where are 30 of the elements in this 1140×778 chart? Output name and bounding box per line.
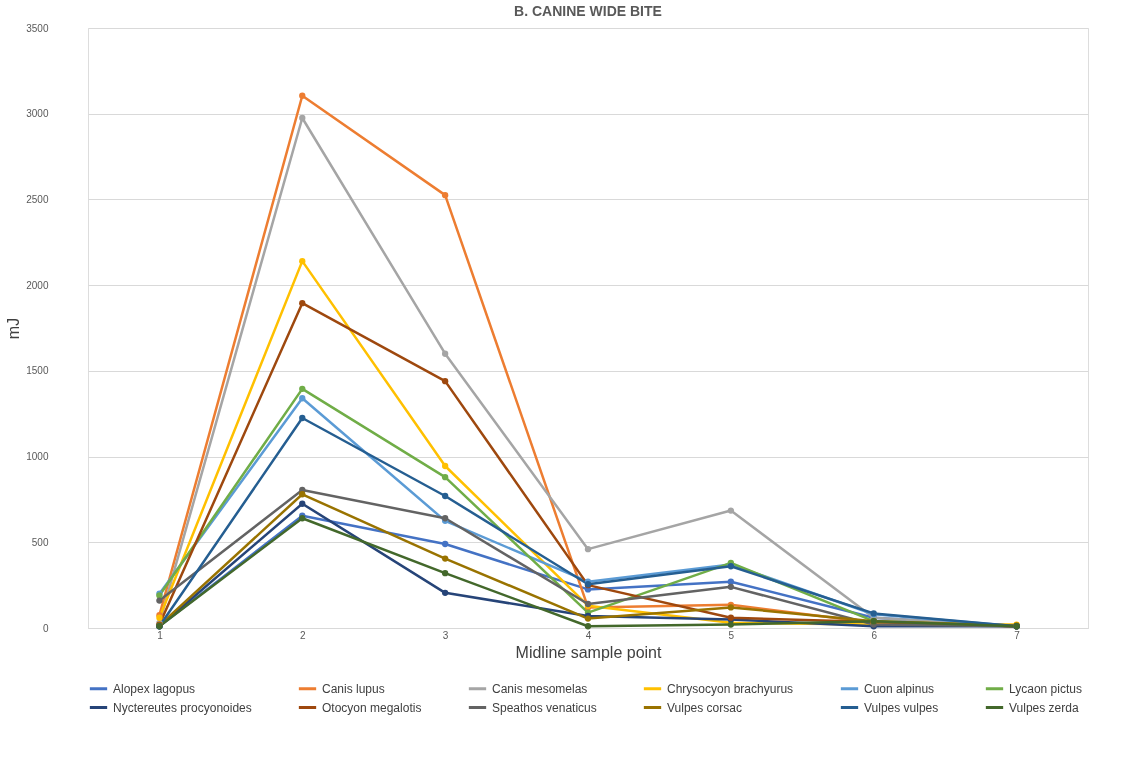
x-axis-title: Midline sample point (515, 643, 662, 661)
x-tick-label: 2 (300, 629, 306, 641)
legend-label: Otocyon megalotis (322, 700, 422, 715)
legend-label: Cuon alpinus (864, 681, 935, 696)
y-tick-label: 3500 (26, 22, 49, 34)
x-tick-label: 5 (728, 629, 735, 641)
x-tick-label: 7 (1014, 629, 1021, 641)
x-tick-label: 6 (871, 629, 878, 641)
y-tick-label: 2500 (26, 193, 49, 205)
legend-label: Vulpes zerda (1009, 700, 1079, 715)
y-tick-label: 500 (31, 536, 49, 548)
y-tick-label: 2000 (26, 279, 49, 291)
y-tick-label: 1000 (26, 451, 49, 463)
legend-label: Canis mesomelas (492, 681, 588, 696)
legend-label: Lycaon pictus (1009, 681, 1082, 696)
legend-label: Alopex lagopus (113, 681, 196, 696)
chart-title: B. CANINE WIDE BITE (514, 3, 662, 19)
y-tick-label: 0 (42, 622, 49, 634)
y-axis-title: mJ (5, 317, 23, 340)
x-tick-label: 4 (585, 629, 592, 641)
legend-label: Canis lupus (322, 681, 385, 696)
x-tick-label: 3 (442, 629, 449, 641)
legend-label: Vulpes corsac (667, 700, 742, 715)
legend-label: Chrysocyon brachyurus (667, 681, 794, 696)
legend-label: Nyctereutes procyonoides (113, 700, 252, 715)
x-tick-label: 1 (157, 629, 164, 641)
y-tick-label: 1500 (26, 365, 49, 377)
legend-label: Vulpes vulpes (864, 700, 939, 715)
legend-label: Speathos venaticus (492, 700, 597, 715)
y-tick-label: 3000 (26, 108, 49, 120)
